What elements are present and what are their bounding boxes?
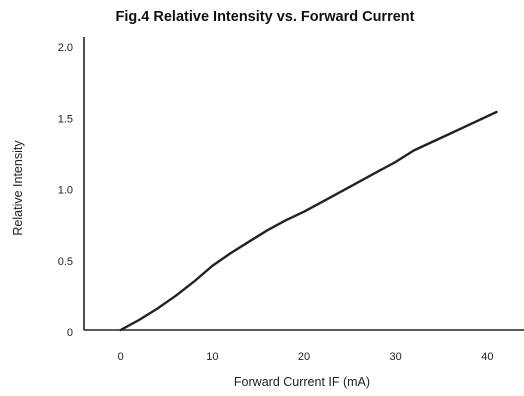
y-tick-label: 1.5 [58, 113, 73, 125]
chart-title: Fig.4 Relative Intensity vs. Forward Cur… [116, 9, 415, 25]
data-series-line [119, 110, 498, 332]
y-tick-label: 2.0 [58, 42, 73, 54]
x-axis-label: Forward Current IF (mA) [234, 375, 370, 389]
x-tick-label: 0 [118, 351, 124, 363]
y-tick-label: 0 [67, 327, 73, 339]
x-tick-label: 20 [298, 351, 310, 363]
y-tick-label: 1.0 [58, 185, 73, 197]
y-tick-label: 0.5 [58, 256, 73, 268]
x-tick-label: 40 [481, 351, 493, 363]
x-tick-labels: 0 10 20 30 40 [118, 351, 494, 363]
x-tick-label: 10 [206, 351, 218, 363]
x-tick-label: 30 [390, 351, 402, 363]
y-tick-labels: 0 0.5 1.0 1.5 2.0 [58, 42, 73, 339]
y-axis-label: Relative Intensity [11, 140, 25, 236]
